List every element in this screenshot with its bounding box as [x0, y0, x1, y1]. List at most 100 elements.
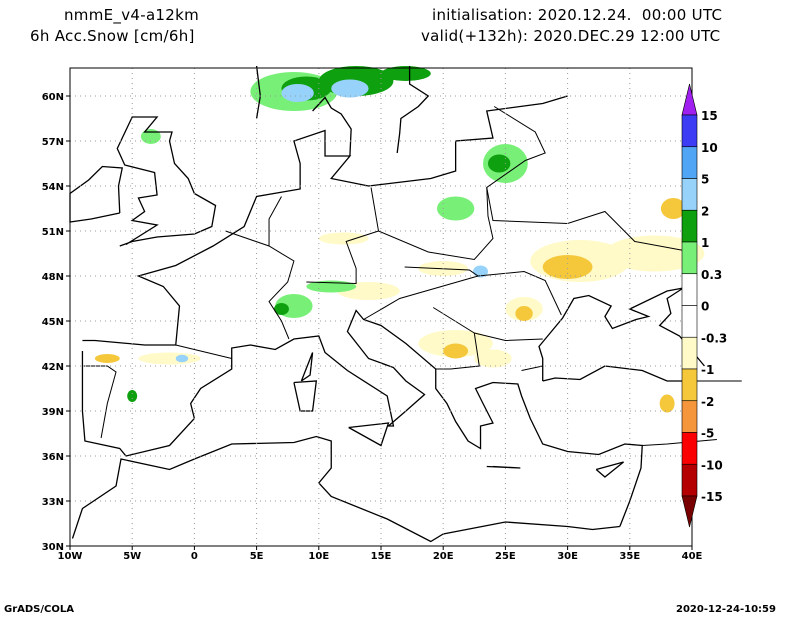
- colorbar-label: -0.3: [701, 331, 727, 345]
- colorbar-segment: [681, 305, 698, 338]
- lat-label: 39N: [42, 407, 64, 418]
- colorbar-segment: [681, 146, 698, 179]
- colorbar-label: 0: [701, 300, 709, 314]
- country-border: [378, 187, 494, 261]
- snow-area: [659, 394, 675, 413]
- gridlines: [69, 68, 693, 547]
- lat-label: 57N: [42, 137, 64, 148]
- colorbar-label: 1: [701, 236, 709, 250]
- coastline: [81, 309, 643, 527]
- snow-area: [331, 79, 369, 98]
- snow-area: [473, 265, 488, 278]
- colorbar-segment: [681, 368, 698, 402]
- lat-label: 60N: [42, 92, 64, 103]
- snow-area: [140, 129, 161, 144]
- valid-time: valid(+132h): 2020.DEC.29 12:00 UTC: [421, 27, 721, 45]
- snow-area: [515, 306, 533, 321]
- lon-label: 5E: [250, 551, 264, 562]
- colorbar-segment: [681, 400, 698, 433]
- lat-label: 48N: [42, 272, 64, 283]
- lat-label: 36N: [42, 452, 64, 463]
- colorbar-label: -15: [701, 490, 723, 504]
- snow-area: [318, 232, 369, 245]
- colorbar-segment: [681, 178, 698, 211]
- colorbar-label: -2: [701, 395, 714, 409]
- lon-label: 35E: [619, 551, 640, 562]
- coastline: [542, 365, 692, 382]
- country-border: [521, 365, 543, 371]
- snow-area: [443, 343, 469, 359]
- country-border: [225, 230, 295, 340]
- colorbar-segment: [681, 432, 698, 465]
- colorbar-label: 5: [701, 173, 709, 187]
- snow-area: [138, 352, 201, 365]
- lat-label: 33N: [42, 497, 64, 508]
- lon-label: 15E: [371, 551, 392, 562]
- country-border: [175, 344, 232, 359]
- model-name: nmmE_v4-a12km: [64, 6, 200, 24]
- snow-area: [542, 255, 593, 279]
- lon-label: 10W: [58, 551, 83, 562]
- lon-label: 20E: [433, 551, 454, 562]
- lat-label: 54N: [42, 182, 64, 193]
- coastline: [300, 352, 314, 382]
- snow-area: [604, 235, 705, 272]
- country-border: [474, 332, 543, 342]
- coastline: [71, 435, 620, 543]
- snow-area: [281, 84, 314, 102]
- snow-area: [487, 154, 511, 173]
- lon-label: 25E: [495, 551, 516, 562]
- lat-label: 51N: [42, 227, 64, 238]
- coastline: [396, 66, 430, 154]
- colorbar-label: -10: [701, 458, 723, 472]
- lon-label: 5W: [123, 551, 141, 562]
- lon-label: 0: [191, 551, 198, 562]
- coastline: [116, 116, 217, 247]
- coastlines-layer: [69, 65, 742, 543]
- colorbar-segment: [681, 114, 698, 148]
- coastline: [486, 465, 521, 469]
- colorbar-label: -5: [701, 427, 714, 441]
- coastline: [312, 96, 352, 157]
- snow-area: [436, 196, 475, 221]
- colorbar-segment: [681, 241, 698, 275]
- country-border: [83, 365, 117, 439]
- coastline: [293, 380, 318, 412]
- colorbar-segment: [681, 273, 698, 306]
- snow-area: [474, 349, 512, 368]
- coastline: [82, 95, 568, 346]
- snow-area: [175, 354, 189, 363]
- snow-area: [381, 66, 431, 81]
- colorbar-label: 2: [701, 204, 709, 218]
- country-border: [404, 266, 562, 316]
- field-name: 6h Acc.Snow [cm/6h]: [30, 27, 195, 45]
- snow-area: [127, 390, 138, 402]
- colorbar-label: 0.3: [701, 268, 722, 282]
- country-border: [486, 106, 693, 253]
- country-border: [432, 307, 480, 370]
- colorbar-arrow-bottom: [681, 495, 698, 528]
- country-border: [306, 187, 380, 285]
- colorbar-segment: [681, 336, 698, 370]
- coastline: [348, 422, 390, 447]
- lon-label: 10E: [308, 551, 329, 562]
- colorbar-arrow-top: [681, 83, 698, 116]
- colorbar-label: 10: [701, 141, 718, 155]
- colorbar-label: 15: [701, 109, 718, 123]
- coastline: [69, 165, 124, 223]
- lat-label: 42N: [42, 362, 64, 373]
- latitude-labels: 60N 57N 54N 51N 48N 45N 42N 39N 36N 33N 30N: [42, 92, 70, 553]
- lat-label: 30N: [42, 542, 64, 553]
- snow-area: [660, 198, 686, 219]
- colorbar-label: -1: [701, 363, 714, 377]
- colorbar: 15 10 5 2 1 0.3 0 -0.3 -1 -2 -5 -10 -15: [681, 83, 727, 528]
- country-border: [642, 439, 717, 446]
- coastline: [538, 287, 705, 381]
- footer-left: GrADS/COLA: [4, 604, 74, 615]
- map-frame: [69, 67, 693, 547]
- longitude-labels: 10W 5W 0 5E 10E 15E 20E 25E 30E 35E 40E: [58, 546, 703, 562]
- colorbar-segment: [681, 209, 698, 243]
- footer-timestamp: 2020-12-24-10:59: [676, 604, 776, 615]
